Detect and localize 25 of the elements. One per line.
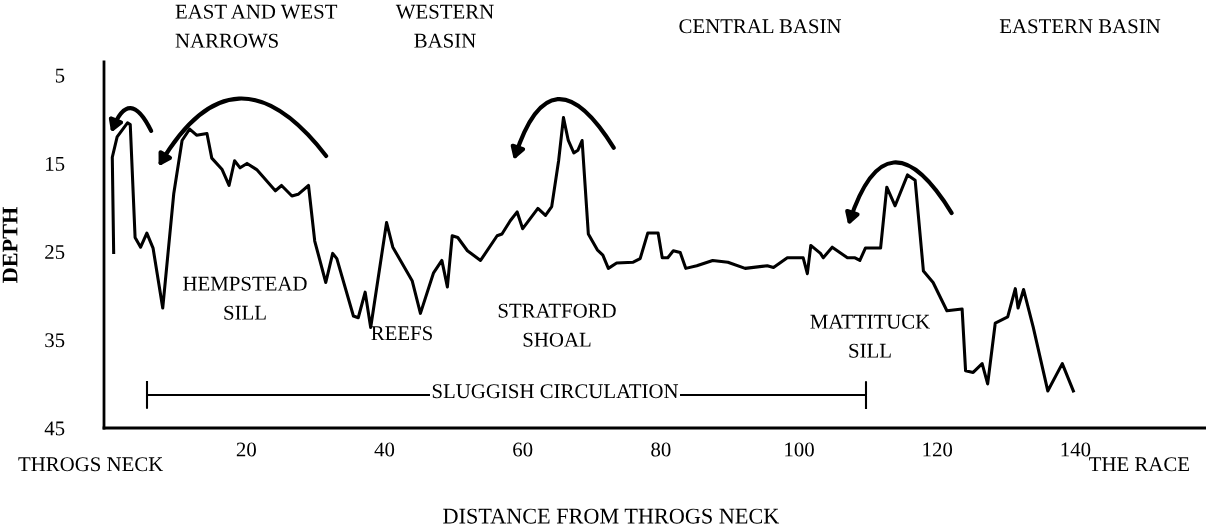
text: WESTERN BASIN: [395, 4, 494, 48]
text: CENTRAL BASIN: [679, 19, 842, 34]
text: THROGS NECK: [18, 457, 164, 472]
text: EAST AND WEST NARROWS: [175, 4, 338, 48]
x-tick-label: 140: [1061, 442, 1091, 457]
y-tick-label: 15: [46, 156, 65, 171]
y-axis-title: DEPTH: [2, 207, 18, 283]
y-tick-label: 45: [44, 421, 65, 436]
x-tick-label: 20: [236, 442, 256, 457]
annotation: HEMPSTEAD SILL: [183, 276, 307, 320]
annotation: STRATFORD SHOAL: [498, 303, 616, 347]
y-tick-label: 35: [45, 333, 65, 348]
x-tick-label: 60: [513, 442, 533, 457]
annotation: MATTITUCK SILL: [810, 314, 930, 358]
x-tick-label: 100: [785, 442, 814, 457]
text: EASTERN BASIN: [999, 19, 1161, 34]
y-tick-label: 25: [45, 245, 65, 260]
annotation: SLUGGISH CIRCULATION: [432, 384, 679, 399]
annotation: REEFS: [371, 326, 432, 341]
x-tick-label: 40: [374, 442, 395, 457]
x-tick-label: 120: [923, 442, 953, 457]
x-tick-label: 80: [651, 442, 671, 457]
y-tick-label: 5: [55, 68, 65, 83]
text: THE RACE: [1089, 457, 1189, 472]
x-axis-title: DISTANCE FROM THROGS NECK: [443, 508, 780, 524]
